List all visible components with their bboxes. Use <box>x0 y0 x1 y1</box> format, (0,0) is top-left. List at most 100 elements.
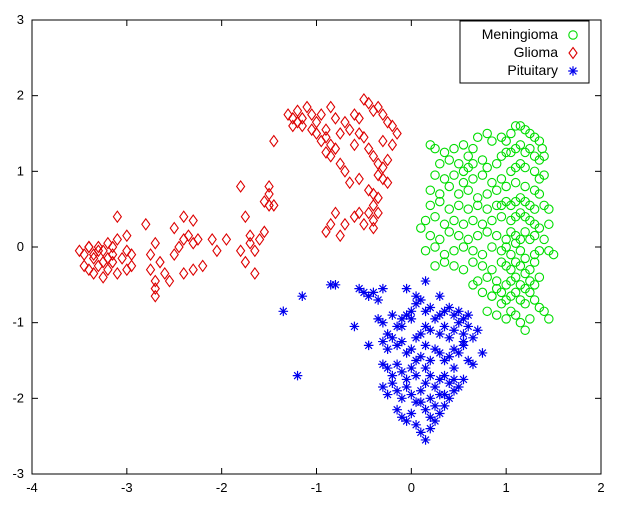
meningioma-point <box>520 253 530 264</box>
meningioma-point <box>439 257 450 267</box>
meningioma-point <box>449 170 459 180</box>
meningioma-point <box>534 223 545 233</box>
pituitary-point <box>387 333 398 343</box>
pituitary-point <box>373 314 383 324</box>
meningioma-point <box>515 261 526 271</box>
pituitary-point <box>444 393 455 404</box>
glioma-point <box>207 232 217 246</box>
legend-markers <box>568 30 578 76</box>
glioma-point <box>330 142 341 156</box>
pituitary-point <box>425 302 436 313</box>
glioma-point <box>93 259 104 273</box>
glioma-point <box>321 130 331 144</box>
meningioma-point <box>501 181 511 192</box>
pituitary-point <box>406 389 417 400</box>
pituitary-point <box>378 336 388 347</box>
glioma-point <box>345 176 355 190</box>
meningioma-point <box>482 204 492 214</box>
pituitary-point <box>425 393 436 404</box>
glioma-point <box>112 232 123 246</box>
glioma-point <box>107 240 118 254</box>
glioma-point <box>98 244 108 258</box>
glioma-point <box>340 164 350 178</box>
glioma-point <box>155 255 165 269</box>
pituitary-point <box>406 344 417 354</box>
glioma-point <box>378 108 388 122</box>
meningioma-point <box>477 249 488 260</box>
glioma-point <box>340 115 350 129</box>
meningioma-point <box>501 314 511 324</box>
meningioma-point <box>491 310 502 320</box>
glioma-point <box>122 244 132 258</box>
pituitary-point <box>430 401 440 411</box>
meningioma-point <box>529 280 540 290</box>
series-meningioma <box>416 121 559 335</box>
glioma-point <box>363 183 374 197</box>
glioma-point <box>354 206 364 220</box>
meningioma-point <box>453 159 464 169</box>
x-tick-label: 0 <box>408 480 415 495</box>
glioma-point <box>368 221 379 235</box>
meningioma-point <box>539 306 549 317</box>
pituitary-point <box>292 370 303 381</box>
pituitary-point <box>458 374 469 385</box>
glioma-point <box>335 127 345 140</box>
pituitary-point <box>411 298 421 309</box>
meningioma-point <box>435 189 445 199</box>
meningioma-point <box>453 189 464 199</box>
glioma-point <box>359 130 369 144</box>
meningioma-point <box>420 246 431 256</box>
pituitary-point <box>449 325 459 336</box>
pituitary-point <box>472 325 483 336</box>
meningioma-point <box>458 219 469 230</box>
pituitary-point <box>354 283 364 294</box>
pituitary-point <box>425 423 436 434</box>
meningioma-point <box>496 298 507 309</box>
meningioma-point <box>458 140 469 150</box>
pituitary-point <box>430 382 440 392</box>
pituitary-point <box>453 348 464 358</box>
meningioma-point <box>430 211 440 222</box>
y-tick-label: 0 <box>17 239 24 254</box>
meningioma-point <box>515 246 526 256</box>
glioma-point <box>378 172 388 186</box>
glioma-point <box>235 180 246 193</box>
pituitary-point <box>411 333 421 343</box>
pituitary-point <box>382 363 393 373</box>
meningioma-point <box>501 242 511 252</box>
pituitary-point <box>420 306 431 317</box>
pituitary-point <box>449 363 459 373</box>
glioma-point <box>245 229 255 243</box>
pituitary-point <box>406 306 417 317</box>
glioma-point <box>107 248 118 262</box>
meningioma-point <box>425 200 436 211</box>
glioma-point <box>354 127 364 140</box>
meningioma-point <box>501 234 511 245</box>
glioma-point <box>373 206 383 220</box>
glioma-point <box>335 157 345 171</box>
meningioma-point <box>420 215 431 226</box>
glioma-point <box>141 217 151 231</box>
pituitary-point <box>387 310 398 320</box>
pituitary-point <box>449 385 459 396</box>
meningioma-point <box>544 219 554 230</box>
glioma-point <box>160 267 170 280</box>
meningioma-point <box>444 181 455 192</box>
pituitary-point <box>425 412 436 423</box>
glioma-point <box>326 100 336 114</box>
pituitary-point <box>444 302 455 313</box>
glioma-point <box>359 93 369 106</box>
meningioma-point <box>468 280 478 290</box>
pituitary-point <box>397 412 407 423</box>
glioma-point <box>288 111 298 125</box>
pituitary-point <box>363 291 374 301</box>
pituitary-point <box>434 374 445 385</box>
glioma-point <box>307 108 317 122</box>
y-tick-label: 3 <box>17 12 24 27</box>
meningioma-point <box>472 230 483 241</box>
data-points <box>74 93 559 445</box>
pituitary-point <box>387 378 398 388</box>
pituitary-point <box>382 389 393 400</box>
pituitary-point <box>439 401 450 411</box>
meningioma-point <box>449 215 459 226</box>
